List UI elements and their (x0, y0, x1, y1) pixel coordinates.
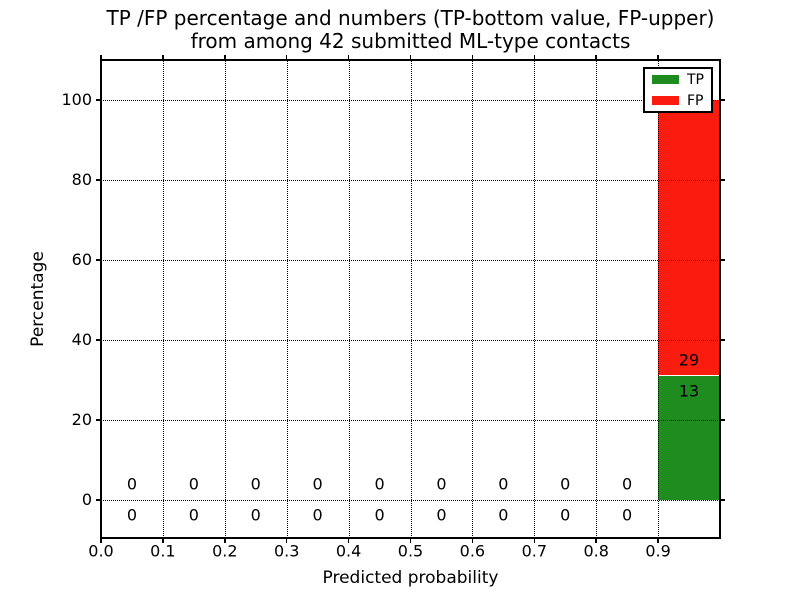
chart-title-line2: from among 42 submitted ML-type contacts (190, 29, 631, 53)
x-tick-mark-top (285, 55, 288, 60)
fp-count-label: 0 (126, 474, 138, 494)
x-tick-mark-top (409, 55, 412, 60)
x-tick-mark-bottom (595, 538, 597, 543)
x-tick-mark-bottom (347, 538, 350, 543)
tp-count-label: 0 (498, 505, 509, 525)
y-tick-label: 0 (81, 490, 92, 509)
gridline-vertical (162, 60, 164, 538)
tp-count-label: 0 (126, 505, 138, 525)
legend-item-fp: FP (652, 94, 711, 108)
fp-count-label: 0 (436, 474, 447, 494)
x-tick-mark-top (224, 55, 226, 60)
x-tick-mark-top (471, 55, 474, 60)
legend-label-tp: TP (687, 71, 704, 88)
fp-count-label: 0 (188, 474, 199, 494)
legend-label-fp: FP (687, 92, 704, 109)
tp-count-label: 0 (560, 505, 571, 525)
x-tick-label: 0.5 (397, 541, 424, 561)
x-tick-mark-bottom (409, 538, 412, 543)
x-tick-mark-top (100, 55, 102, 60)
fp-count-label: 0 (560, 474, 571, 494)
y-tick-mark-right (720, 339, 725, 341)
y-tick-label: 100 (61, 90, 92, 109)
chart-title-line1: TP /FP percentage and numbers (TP-bottom… (106, 6, 715, 30)
tp-count-label: 0 (312, 505, 323, 525)
y-tick-mark-right (720, 179, 725, 181)
fp-count-label: 29 (678, 350, 700, 370)
x-tick-mark-top (533, 55, 536, 60)
x-tick-mark-bottom (285, 538, 288, 543)
y-tick-mark-right (720, 419, 725, 421)
y-tick-mark-right (720, 99, 725, 101)
fp-swatch-icon (652, 96, 679, 105)
fp-count-label: 0 (622, 474, 633, 494)
y-tick-label: 80 (71, 170, 92, 189)
x-tick-label: 0.1 (150, 541, 176, 561)
x-tick-mark-top (347, 55, 350, 60)
x-tick-label: 0.3 (273, 541, 300, 561)
x-tick-label: 0.6 (459, 541, 486, 561)
legend: TP FP (643, 67, 713, 113)
fp-count-label: 0 (312, 474, 323, 494)
tp-count-label: 0 (250, 505, 261, 525)
gridline-vertical (286, 60, 288, 538)
y-tick-mark-left (96, 339, 101, 341)
y-tick-mark-right (720, 259, 725, 261)
y-tick-label: 40 (71, 330, 92, 349)
x-tick-mark-top (657, 55, 659, 60)
y-tick-mark-left (96, 99, 101, 101)
gridline-vertical (658, 60, 660, 538)
y-tick-mark-right (720, 499, 725, 501)
x-tick-mark-bottom (471, 538, 474, 543)
fp-count-label: 0 (374, 474, 385, 494)
bar-segment-fp (658, 100, 720, 377)
x-tick-mark-bottom (533, 538, 536, 543)
x-tick-mark-top (595, 55, 597, 60)
bar-segment-tp (658, 376, 720, 500)
tp-swatch-icon (652, 75, 679, 84)
x-tick-mark-bottom (657, 538, 659, 543)
x-tick-label: 0.8 (583, 541, 609, 561)
y-tick-label: 20 (71, 410, 92, 429)
legend-item-tp: TP (652, 73, 711, 87)
x-tick-label: 0.7 (521, 541, 548, 561)
tp-count-label: 13 (678, 381, 700, 401)
x-tick-label: 0.0 (88, 541, 114, 561)
plot-area: 0 0 0 0 0 0 0 0 0 0 0 0 0 0 0 0 0 0 29 13 (101, 60, 720, 538)
gridline-vertical (472, 60, 474, 538)
x-tick-mark-bottom (162, 538, 164, 543)
gridline-vertical (348, 60, 350, 538)
x-tick-label: 0.4 (335, 541, 362, 561)
y-tick-mark-left (96, 419, 101, 421)
y-tick-mark-left (96, 499, 101, 501)
y-tick-mark-left (96, 259, 101, 261)
fp-count-label: 0 (250, 474, 261, 494)
y-tick-label: 60 (71, 250, 92, 269)
x-tick-mark-bottom (224, 538, 226, 543)
tp-count-label: 0 (436, 505, 447, 525)
tp-count-label: 0 (622, 505, 633, 525)
gridline-vertical (534, 60, 536, 538)
fp-count-label: 0 (498, 474, 509, 494)
x-tick-mark-top (162, 55, 164, 60)
gridline-vertical (410, 60, 412, 538)
x-tick-label: 0.2 (212, 541, 238, 561)
tp-count-label: 0 (374, 505, 385, 525)
x-tick-label: 0.9 (645, 541, 671, 561)
tp-count-label: 0 (188, 505, 199, 525)
gridline-vertical (224, 60, 226, 538)
x-tick-mark-bottom (100, 538, 102, 543)
chart-title: TP /FP percentage and numbers (TP-bottom… (101, 7, 720, 53)
x-axis-label: Predicted probability (322, 568, 499, 588)
y-tick-mark-left (96, 179, 101, 181)
gridline-vertical (596, 60, 598, 538)
